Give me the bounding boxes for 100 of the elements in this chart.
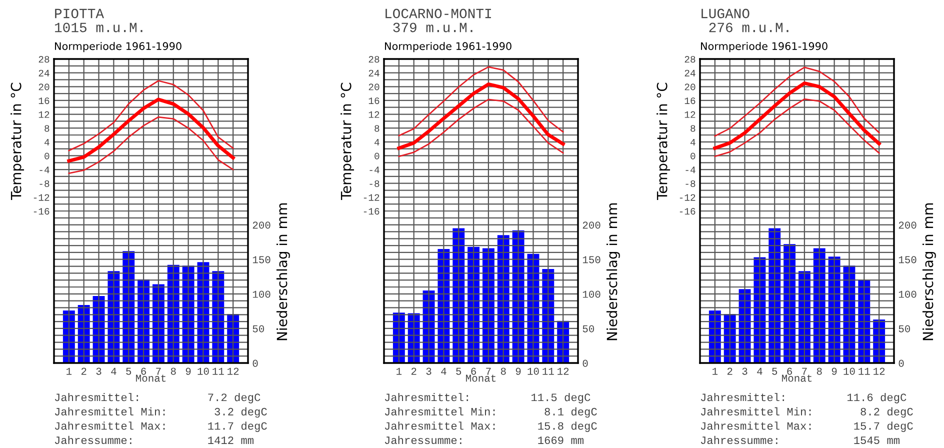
y-tick-label: 28 [368,56,380,63]
x-tick-label: 11 [212,368,224,375]
x-tick-label: 2 [81,368,86,375]
line-series [68,116,234,174]
text: Normperiode 1961-1990 [55,42,182,52]
y-tick-label: -12 [364,194,380,201]
x-tick-label: 2 [727,368,732,375]
y-tick-label: 4 [690,139,696,146]
x-tick-label: 2 [411,368,416,375]
x-tick-label: 5 [772,368,778,375]
y-tick-label: -12 [680,194,696,201]
chart-subtitle: 1015 m.u.M. [55,22,142,32]
chart-subtitle: 276 m.u.M. [709,22,788,32]
text: Jahressumme: 1545 mm [700,436,900,444]
x-tick-label: 7 [486,368,491,375]
x-tick-label: 1 [66,368,72,375]
x-tick-label: 6 [787,368,792,375]
y-tick-label: 12 [684,111,696,118]
x-tick-label: 8 [816,368,822,375]
line-series [397,82,565,150]
chart-subtitle: 379 m.u.M. [393,22,472,32]
y-tick-label: 8 [374,125,380,132]
y-tick-label: 0 [44,152,50,160]
x-tick-label: 5 [126,368,132,375]
y-tick-label: -4 [40,166,50,174]
y2-tick-label: 50 [252,325,264,332]
y2-tick-label: 200 [582,222,600,229]
x-tick-label: 5 [456,368,462,375]
y-tick-label: -8 [40,180,50,187]
x-tick-label: 10 [198,368,209,375]
y2-axis-title: Niederschlag in mm [922,203,936,340]
text: Jahresmittel: 11.6 degC [700,393,906,404]
x-tick-label: 11 [858,368,870,375]
text: Jahresmittel Max: 15.7 degC [700,422,913,432]
text: Normperiode 1961-1990 [385,42,512,52]
y-tick-label: 8 [44,125,50,132]
y2-tick-label: 50 [898,325,910,332]
y-axis-title: Temperatur in °C [340,82,354,200]
text: Jahresmittel Max: 15.8 degC [384,422,597,432]
line-series [398,98,564,158]
x-tick-label: 3 [742,368,748,375]
y-axis-title: Temperatur in °C [656,82,670,200]
y-axis-title: Temperatur in °C [10,82,24,200]
x-tick-label: 6 [471,368,476,375]
y-tick-label: -12 [34,194,50,201]
x-tick-label: 1 [396,368,402,375]
text: Jahresmittel: 11.5 degC [384,393,590,404]
y-tick-label: 24 [368,70,380,76]
y-tick-label: 28 [684,56,696,63]
x-tick-label: 3 [96,368,102,375]
y-tick-label: 16 [38,97,50,104]
y2-tick-label: 0 [582,360,588,367]
chart-title: LOCARNO-MONTI [386,8,491,18]
line-series [398,66,564,136]
text: Jahresmittel Min: 8.1 degC [384,407,597,418]
y2-tick-label: 200 [252,222,270,229]
x-tick-label: 8 [170,368,176,375]
y2-tick-label: 100 [582,290,600,298]
x-tick-label: 7 [156,368,161,375]
y-tick-label: 4 [44,139,50,146]
x-tick-label: 6 [141,368,146,375]
y2-axis-title: Niederschlag in mm [276,203,290,340]
x-tick-label: 1 [712,368,718,375]
line-series [714,98,880,158]
x-tick-label: 4 [111,368,116,375]
line-series [67,98,235,163]
y-tick-label: -8 [686,180,696,187]
text: Normperiode 1961-1990 [701,42,828,52]
y-tick-label: 24 [38,70,50,76]
x-tick-label: 9 [832,368,837,375]
y-tick-label: 12 [368,111,380,118]
text: Jahresmittel Min: 8.2 degC [700,407,913,418]
y-tick-label: -16 [364,208,380,215]
y-tick-label: 12 [38,111,50,118]
y-tick-label: 20 [38,84,50,90]
y-tick-label: 20 [368,84,380,90]
y-tick-label: 0 [374,152,380,160]
y-tick-label: -8 [370,180,380,187]
y-tick-label: 0 [690,152,696,160]
x-tick-label: 9 [516,368,521,375]
y2-tick-label: 200 [898,222,916,229]
text: Jahresmittel: 7.2 degC [54,393,260,404]
y2-tick-label: 0 [898,360,904,367]
y2-tick-label: 150 [582,256,600,264]
x-tick-label: 12 [558,368,569,375]
y-tick-label: 28 [38,56,50,63]
x-axis-title: Monat [136,374,166,382]
y2-tick-label: 50 [582,325,594,332]
x-tick-label: 9 [186,368,191,375]
x-tick-label: 7 [802,368,807,375]
x-tick-label: 12 [228,368,239,375]
text: Jahressumme: 1412 mm [54,436,254,444]
y2-tick-label: 100 [898,290,916,298]
y-tick-label: -16 [680,208,696,215]
y-tick-label: 8 [690,125,696,132]
y-tick-label: -16 [34,208,50,215]
y-tick-label: -4 [686,166,696,174]
y2-axis-title: Niederschlag in mm [606,203,620,340]
y-tick-label: 16 [684,97,696,104]
x-tick-label: 11 [542,368,554,375]
